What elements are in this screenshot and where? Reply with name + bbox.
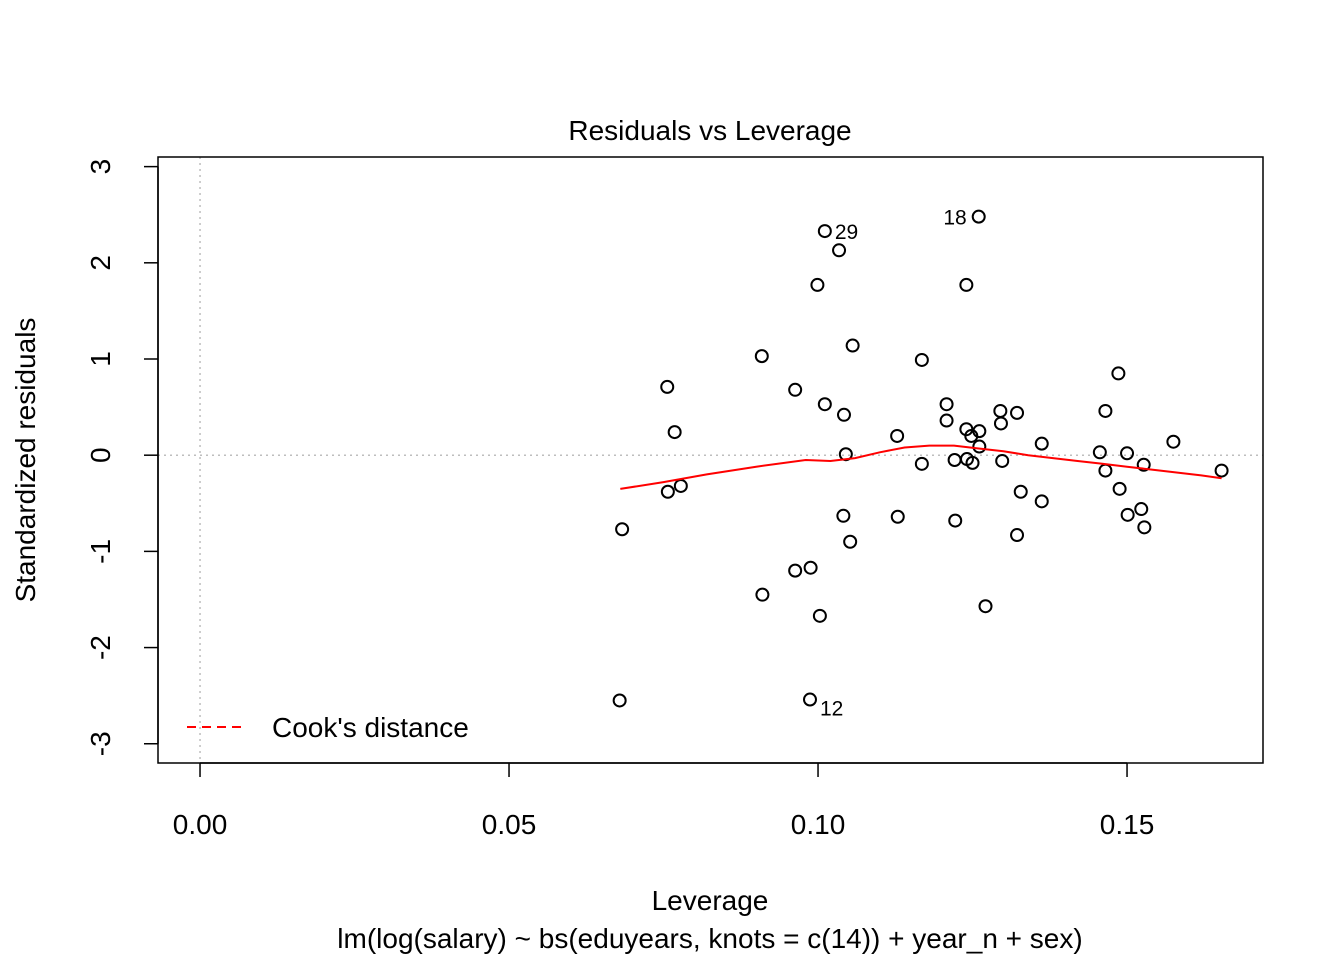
x-axis: 0.00 0.05 0.10 0.15	[173, 762, 1155, 840]
data-point	[1013, 484, 1028, 499]
data-point	[1098, 463, 1113, 478]
y-axis: -3 -2 -1 0 1 2 3	[85, 159, 159, 756]
data-point	[754, 349, 769, 364]
y-tick-label: 1	[85, 351, 116, 367]
x-axis-label: Leverage	[652, 885, 769, 916]
data-point	[995, 453, 1010, 468]
data-point	[1034, 494, 1049, 509]
point-label: 12	[820, 698, 843, 721]
data-point	[660, 379, 675, 394]
data-point	[1010, 528, 1025, 543]
data-point	[838, 447, 853, 462]
data-point	[788, 563, 803, 578]
data-point	[1010, 405, 1025, 420]
data-point	[817, 224, 832, 239]
data-point	[1120, 446, 1135, 461]
data-point	[1111, 366, 1126, 381]
data-point	[978, 599, 993, 614]
data-point	[1112, 481, 1127, 496]
x-tick-label: 0.05	[482, 809, 537, 840]
data-point	[1214, 463, 1229, 478]
data-point	[890, 428, 905, 443]
legend: Cook's distance	[187, 712, 469, 743]
point-label: 18	[943, 207, 966, 230]
data-point	[1092, 445, 1107, 460]
data-point	[845, 338, 860, 353]
x-tick-label: 0.15	[1100, 809, 1155, 840]
y-tick-label: -2	[85, 635, 116, 660]
data-point	[788, 382, 803, 397]
data-point	[810, 277, 825, 292]
data-point	[1120, 507, 1135, 522]
data-point	[939, 397, 954, 412]
data-point	[914, 456, 929, 471]
y-tick-label: -3	[85, 731, 116, 756]
data-point	[972, 424, 987, 439]
y-tick-label: 3	[85, 159, 116, 175]
legend-label-cooks-distance: Cook's distance	[272, 712, 469, 743]
data-point	[890, 509, 905, 524]
data-point	[755, 587, 770, 602]
data-point	[612, 693, 627, 708]
plot-frame	[157, 156, 1264, 764]
y-tick-label: 2	[85, 255, 116, 271]
data-point	[832, 243, 847, 258]
data-point	[836, 407, 851, 422]
data-point	[673, 478, 688, 493]
y-tick-label: 0	[85, 447, 116, 463]
data-point	[939, 413, 954, 428]
data-point	[993, 403, 1008, 418]
model-formula-subtitle: lm(log(salary) ~ bs(eduyears, knots = c(…	[337, 923, 1082, 954]
data-point	[843, 534, 858, 549]
data-point	[959, 277, 974, 292]
chart-title: Residuals vs Leverage	[568, 115, 851, 146]
data-point	[1136, 457, 1151, 472]
data-point	[667, 425, 682, 440]
loess-smooth-line	[620, 444, 1222, 490]
data-point	[914, 352, 929, 367]
data-point	[1134, 502, 1149, 517]
data-point	[615, 522, 630, 537]
point-label: 29	[835, 221, 858, 244]
data-point	[1137, 520, 1152, 535]
plot-area: 12 29 18	[158, 157, 1263, 763]
data-point	[817, 397, 832, 412]
x-tick-label: 0.10	[791, 809, 846, 840]
data-point	[1098, 403, 1113, 418]
x-tick-label: 0.00	[173, 809, 228, 840]
data-point	[660, 484, 675, 499]
data-point	[947, 453, 962, 467]
data-point	[1034, 436, 1049, 451]
data-point	[971, 209, 986, 224]
data-point	[803, 560, 818, 575]
y-tick-label: -1	[85, 539, 116, 564]
data-point	[965, 455, 980, 470]
data-point	[836, 508, 851, 523]
data-point	[812, 608, 827, 623]
data-point	[972, 439, 987, 454]
data-point	[993, 416, 1008, 431]
data-point	[802, 692, 817, 707]
data-point	[1166, 434, 1181, 449]
data-point	[948, 513, 963, 528]
y-axis-label: Standardized residuals	[10, 318, 41, 603]
